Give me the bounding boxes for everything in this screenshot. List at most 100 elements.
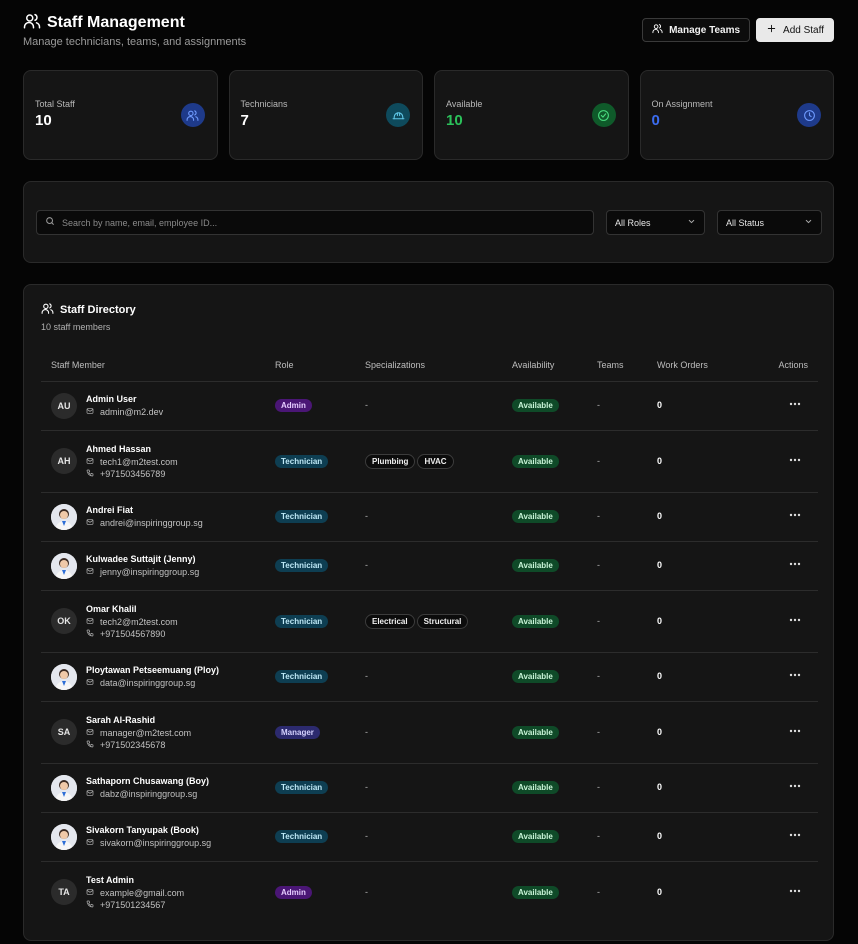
directory-title-row: Staff Directory	[41, 302, 136, 318]
staff-phone: +971501234567	[100, 899, 166, 910]
table-header-row: Staff Member Role Specializations Availa…	[41, 349, 818, 382]
mail-icon	[86, 518, 94, 528]
search-input[interactable]	[62, 217, 593, 228]
availability-cell: Available	[512, 590, 597, 653]
status-filter-select[interactable]: All Status	[717, 210, 822, 235]
staff-member-cell: TA Test Admin example@gmail.com +9715012345…	[41, 861, 275, 923]
table-row[interactable]: SA Sarah Al-Rashid manager@m2test.com +9715…	[41, 701, 818, 764]
column-header[interactable]: Role	[275, 349, 365, 382]
stat-value: 10	[35, 112, 52, 129]
work-orders-cell: 0	[657, 701, 748, 764]
staff-name: Andrei Fiat	[86, 505, 134, 515]
avatar	[51, 774, 77, 801]
teams-value: -	[597, 511, 600, 521]
column-header[interactable]: Teams	[597, 349, 657, 382]
mail-icon	[86, 838, 94, 848]
staff-member-cell: Sathaporn Chusawang (Boy) dabz@inspiringg…	[41, 763, 275, 813]
more-actions-icon[interactable]	[788, 670, 802, 680]
column-header[interactable]: Availability	[512, 349, 597, 382]
title-row: Staff Management	[23, 12, 834, 33]
more-actions-icon[interactable]	[788, 510, 802, 520]
staff-member-cell: Kulwadee Suttajit (Jenny) jenny@inspiring…	[41, 541, 275, 591]
stat-label: On Assignment	[651, 99, 713, 109]
search-icon	[45, 216, 55, 229]
staff-member-cell: Ploytawan Petseemuang (Ploy) data@inspiri…	[41, 652, 275, 702]
table-row[interactable]: Sathaporn Chusawang (Boy) dabz@inspiringg…	[41, 763, 818, 813]
role-badge: Admin	[275, 885, 312, 899]
email-line: admin@m2.dev	[86, 407, 163, 417]
more-actions-icon[interactable]	[788, 455, 802, 465]
table-row[interactable]: AU Admin User admin@m2.dev Admin - Available -…	[41, 381, 818, 431]
role-cell: Technician	[275, 541, 365, 591]
avatar	[51, 552, 77, 579]
email-line: tech1@m2test.com	[86, 457, 178, 467]
availability-badge: Available	[512, 399, 559, 412]
more-actions-icon[interactable]	[788, 830, 802, 840]
more-actions-icon[interactable]	[788, 886, 802, 896]
stat-card-total-staff: Total Staff 10	[23, 70, 218, 160]
staff-email: tech2@m2test.com	[100, 616, 178, 627]
avatar: TA	[51, 879, 77, 906]
role-filter-select[interactable]: All Roles	[606, 210, 705, 235]
table-row[interactable]: Kulwadee Suttajit (Jenny) jenny@inspiring…	[41, 541, 818, 591]
specialization-badge: Plumbing	[365, 453, 416, 469]
mail-icon	[86, 567, 94, 577]
table-row[interactable]: Sivakorn Tanyupak (Book) sivakorn@inspiri…	[41, 812, 818, 862]
stat-label: Total Staff	[35, 99, 75, 109]
role-badge: Technician	[275, 670, 329, 683]
page-header: Staff Management Manage technicians, tea…	[23, 12, 834, 52]
availability-cell: Available	[512, 701, 597, 764]
column-header[interactable]: Specializations	[365, 349, 512, 382]
work-orders-value: 0	[657, 615, 663, 626]
more-actions-icon[interactable]	[788, 399, 802, 409]
teams-cell: -	[597, 652, 657, 702]
specialization-badge: Structural	[416, 613, 469, 629]
users-icon	[180, 103, 205, 127]
staff-email: example@gmail.com	[100, 887, 185, 898]
more-actions-icon[interactable]	[788, 559, 802, 569]
availability-badge: Available	[512, 559, 559, 572]
specializations-cell: -	[365, 541, 512, 591]
more-actions-icon[interactable]	[788, 781, 802, 791]
avatar	[51, 663, 77, 690]
staff-name: Test Admin	[86, 874, 135, 885]
teams-value: -	[597, 726, 600, 737]
staff-member-cell: SA Sarah Al-Rashid manager@m2test.com +9715…	[41, 701, 275, 764]
table-row[interactable]: Andrei Fiat andrei@inspiringgroup.sg Techn…	[41, 492, 818, 542]
email-line: data@inspiringgroup.sg	[86, 678, 219, 688]
add-staff-button[interactable]: Add Staff	[756, 18, 834, 42]
search-box[interactable]	[36, 210, 594, 235]
page-title: Staff Management	[47, 13, 185, 31]
teams-cell: -	[597, 541, 657, 591]
work-orders-cell: 0	[657, 763, 748, 813]
teams-value: -	[597, 615, 600, 626]
specializations-empty: -	[365, 511, 368, 521]
availability-cell: Available	[512, 381, 597, 431]
table-row[interactable]: OK Omar Khalil tech2@m2test.com +9715045678…	[41, 590, 818, 653]
more-actions-icon[interactable]	[788, 615, 802, 625]
table-row[interactable]: TA Test Admin example@gmail.com +9715012345…	[41, 861, 818, 923]
column-header[interactable]: Work Orders	[657, 349, 748, 382]
manage-teams-button[interactable]: Manage Teams	[642, 18, 751, 42]
teams-cell: -	[597, 381, 657, 431]
mail-icon	[86, 888, 94, 898]
availability-cell: Available	[512, 492, 597, 542]
mail-icon	[86, 617, 94, 627]
table-row[interactable]: AH Ahmed Hassan tech1@m2test.com +971503456…	[41, 430, 818, 493]
email-line: jenny@inspiringgroup.sg	[86, 567, 199, 577]
stat-card-technicians: Technicians 7	[228, 70, 423, 160]
manage-teams-label: Manage Teams	[669, 24, 741, 36]
actions-cell	[748, 701, 818, 764]
phone-icon	[86, 629, 94, 639]
staff-table: Staff Member Role Specializations Availa…	[41, 349, 818, 923]
teams-value: -	[597, 886, 600, 897]
column-header[interactable]: Staff Member	[41, 349, 275, 382]
table-row[interactable]: Ploytawan Petseemuang (Ploy) data@inspiri…	[41, 652, 818, 702]
role-cell: Admin	[275, 381, 365, 431]
actions-cell	[748, 492, 818, 542]
specializations-cell: -	[365, 652, 512, 702]
hard-hat-icon	[386, 103, 410, 127]
avatar	[51, 823, 77, 850]
plus-icon	[766, 23, 777, 37]
more-actions-icon[interactable]	[788, 726, 802, 736]
